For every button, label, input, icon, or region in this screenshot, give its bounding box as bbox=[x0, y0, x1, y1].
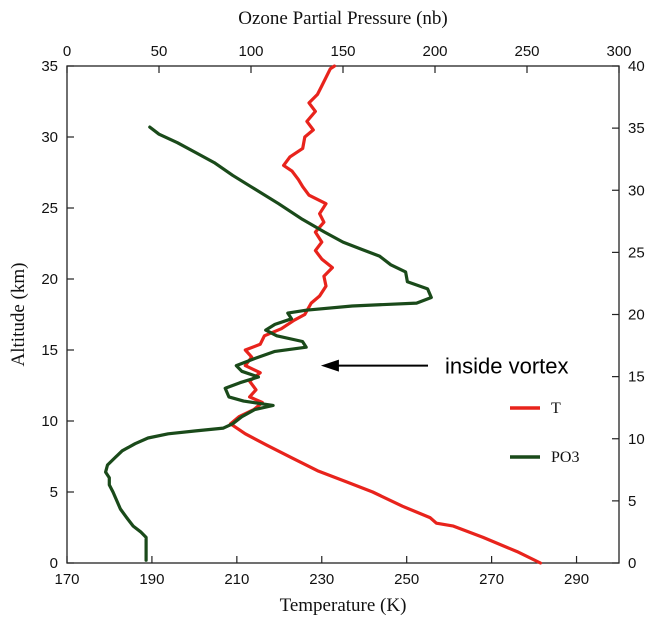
top-tick-label: 250 bbox=[514, 43, 539, 60]
left-axis-title: Altitude (km) bbox=[8, 263, 29, 367]
ozone-series-line bbox=[103, 125, 433, 562]
right-tick-label: 40 bbox=[628, 58, 645, 75]
legend-label: T bbox=[551, 400, 561, 417]
legend-label: PO3 bbox=[551, 449, 579, 466]
left-tick-label: 30 bbox=[41, 129, 58, 146]
bottom-tick-label: 210 bbox=[224, 571, 249, 588]
left-tick-label: 25 bbox=[41, 200, 58, 217]
bottom-tick-label: 190 bbox=[139, 571, 164, 588]
temperature-series-line bbox=[228, 64, 543, 565]
left-tick-label: 10 bbox=[41, 413, 58, 430]
top-axis-title: Ozone Partial Pressure (nb) bbox=[238, 8, 447, 29]
left-tick-label: 15 bbox=[41, 342, 58, 359]
right-tick-label: 10 bbox=[628, 431, 645, 448]
bottom-axis-title: Temperature (K) bbox=[280, 595, 407, 616]
right-tick-label: 0 bbox=[628, 555, 636, 572]
bottom-tick-label: 250 bbox=[394, 571, 419, 588]
right-tick-label: 35 bbox=[628, 120, 645, 137]
annotation-label: inside vortex bbox=[445, 354, 569, 379]
bottom-tick-label: 230 bbox=[309, 571, 334, 588]
bottom-tick-label: 170 bbox=[54, 571, 79, 588]
right-tick-label: 25 bbox=[628, 244, 645, 261]
left-tick-label: 0 bbox=[50, 555, 58, 572]
left-tick-label: 20 bbox=[41, 271, 58, 288]
right-tick-label: 30 bbox=[628, 182, 645, 199]
top-tick-label: 50 bbox=[151, 43, 168, 60]
top-tick-label: 0 bbox=[63, 43, 71, 60]
top-tick-label: 300 bbox=[606, 43, 631, 60]
plot-frame bbox=[66, 65, 620, 564]
bottom-tick-label: 270 bbox=[479, 571, 504, 588]
top-tick-label: 100 bbox=[238, 43, 263, 60]
right-tick-label: 20 bbox=[628, 307, 645, 324]
left-tick-label: 35 bbox=[41, 58, 58, 75]
annotation-arrow-head bbox=[320, 359, 339, 372]
bottom-tick-label: 290 bbox=[564, 571, 589, 588]
top-tick-label: 200 bbox=[422, 43, 447, 60]
top-tick-label: 150 bbox=[330, 43, 355, 60]
right-tick-label: 5 bbox=[628, 493, 636, 510]
left-tick-label: 5 bbox=[50, 484, 58, 501]
right-tick-label: 15 bbox=[628, 369, 645, 386]
